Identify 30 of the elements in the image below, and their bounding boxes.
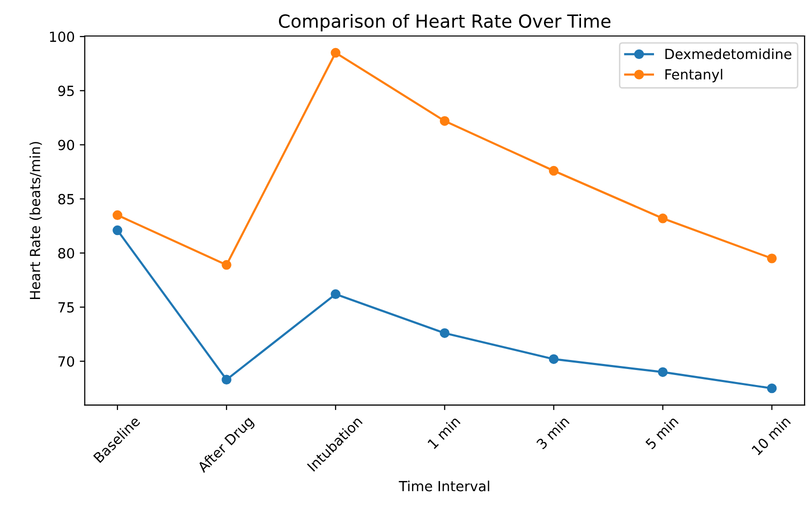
x-tick-label: 3 min bbox=[536, 416, 570, 450]
point bbox=[440, 116, 450, 126]
y-tick-label: 75 bbox=[58, 302, 74, 313]
point bbox=[222, 260, 232, 270]
point bbox=[222, 374, 232, 385]
point bbox=[330, 48, 340, 58]
point bbox=[440, 328, 450, 338]
point bbox=[112, 225, 122, 236]
point bbox=[766, 254, 777, 264]
point bbox=[112, 210, 122, 220]
x-tick-label: 1 min bbox=[427, 416, 460, 450]
y-tick-label: 80 bbox=[58, 248, 74, 258]
point bbox=[658, 367, 668, 377]
point bbox=[548, 166, 559, 176]
x-tick-label: 10 min bbox=[751, 416, 791, 456]
y-tick-label: 90 bbox=[58, 140, 74, 150]
point bbox=[658, 214, 668, 224]
x-axis-title: Time Interval bbox=[398, 480, 490, 492]
y-tick-label: 70 bbox=[58, 356, 74, 367]
y-tick-label: 100 bbox=[50, 32, 74, 42]
y-axis-title: Heart Rate (beats/min) bbox=[30, 142, 42, 299]
point bbox=[548, 354, 559, 364]
point bbox=[766, 383, 777, 394]
legend-label: Fentanyl bbox=[665, 68, 722, 82]
point bbox=[330, 289, 340, 300]
y-tick-label: 85 bbox=[58, 194, 74, 204]
y-tick-label: 95 bbox=[58, 86, 74, 96]
chart-title: Comparison of Heart Rate Over Time bbox=[278, 14, 610, 32]
x-tick-label: 5 min bbox=[644, 416, 679, 450]
legend-label: Dexmedetomidine bbox=[665, 48, 792, 60]
